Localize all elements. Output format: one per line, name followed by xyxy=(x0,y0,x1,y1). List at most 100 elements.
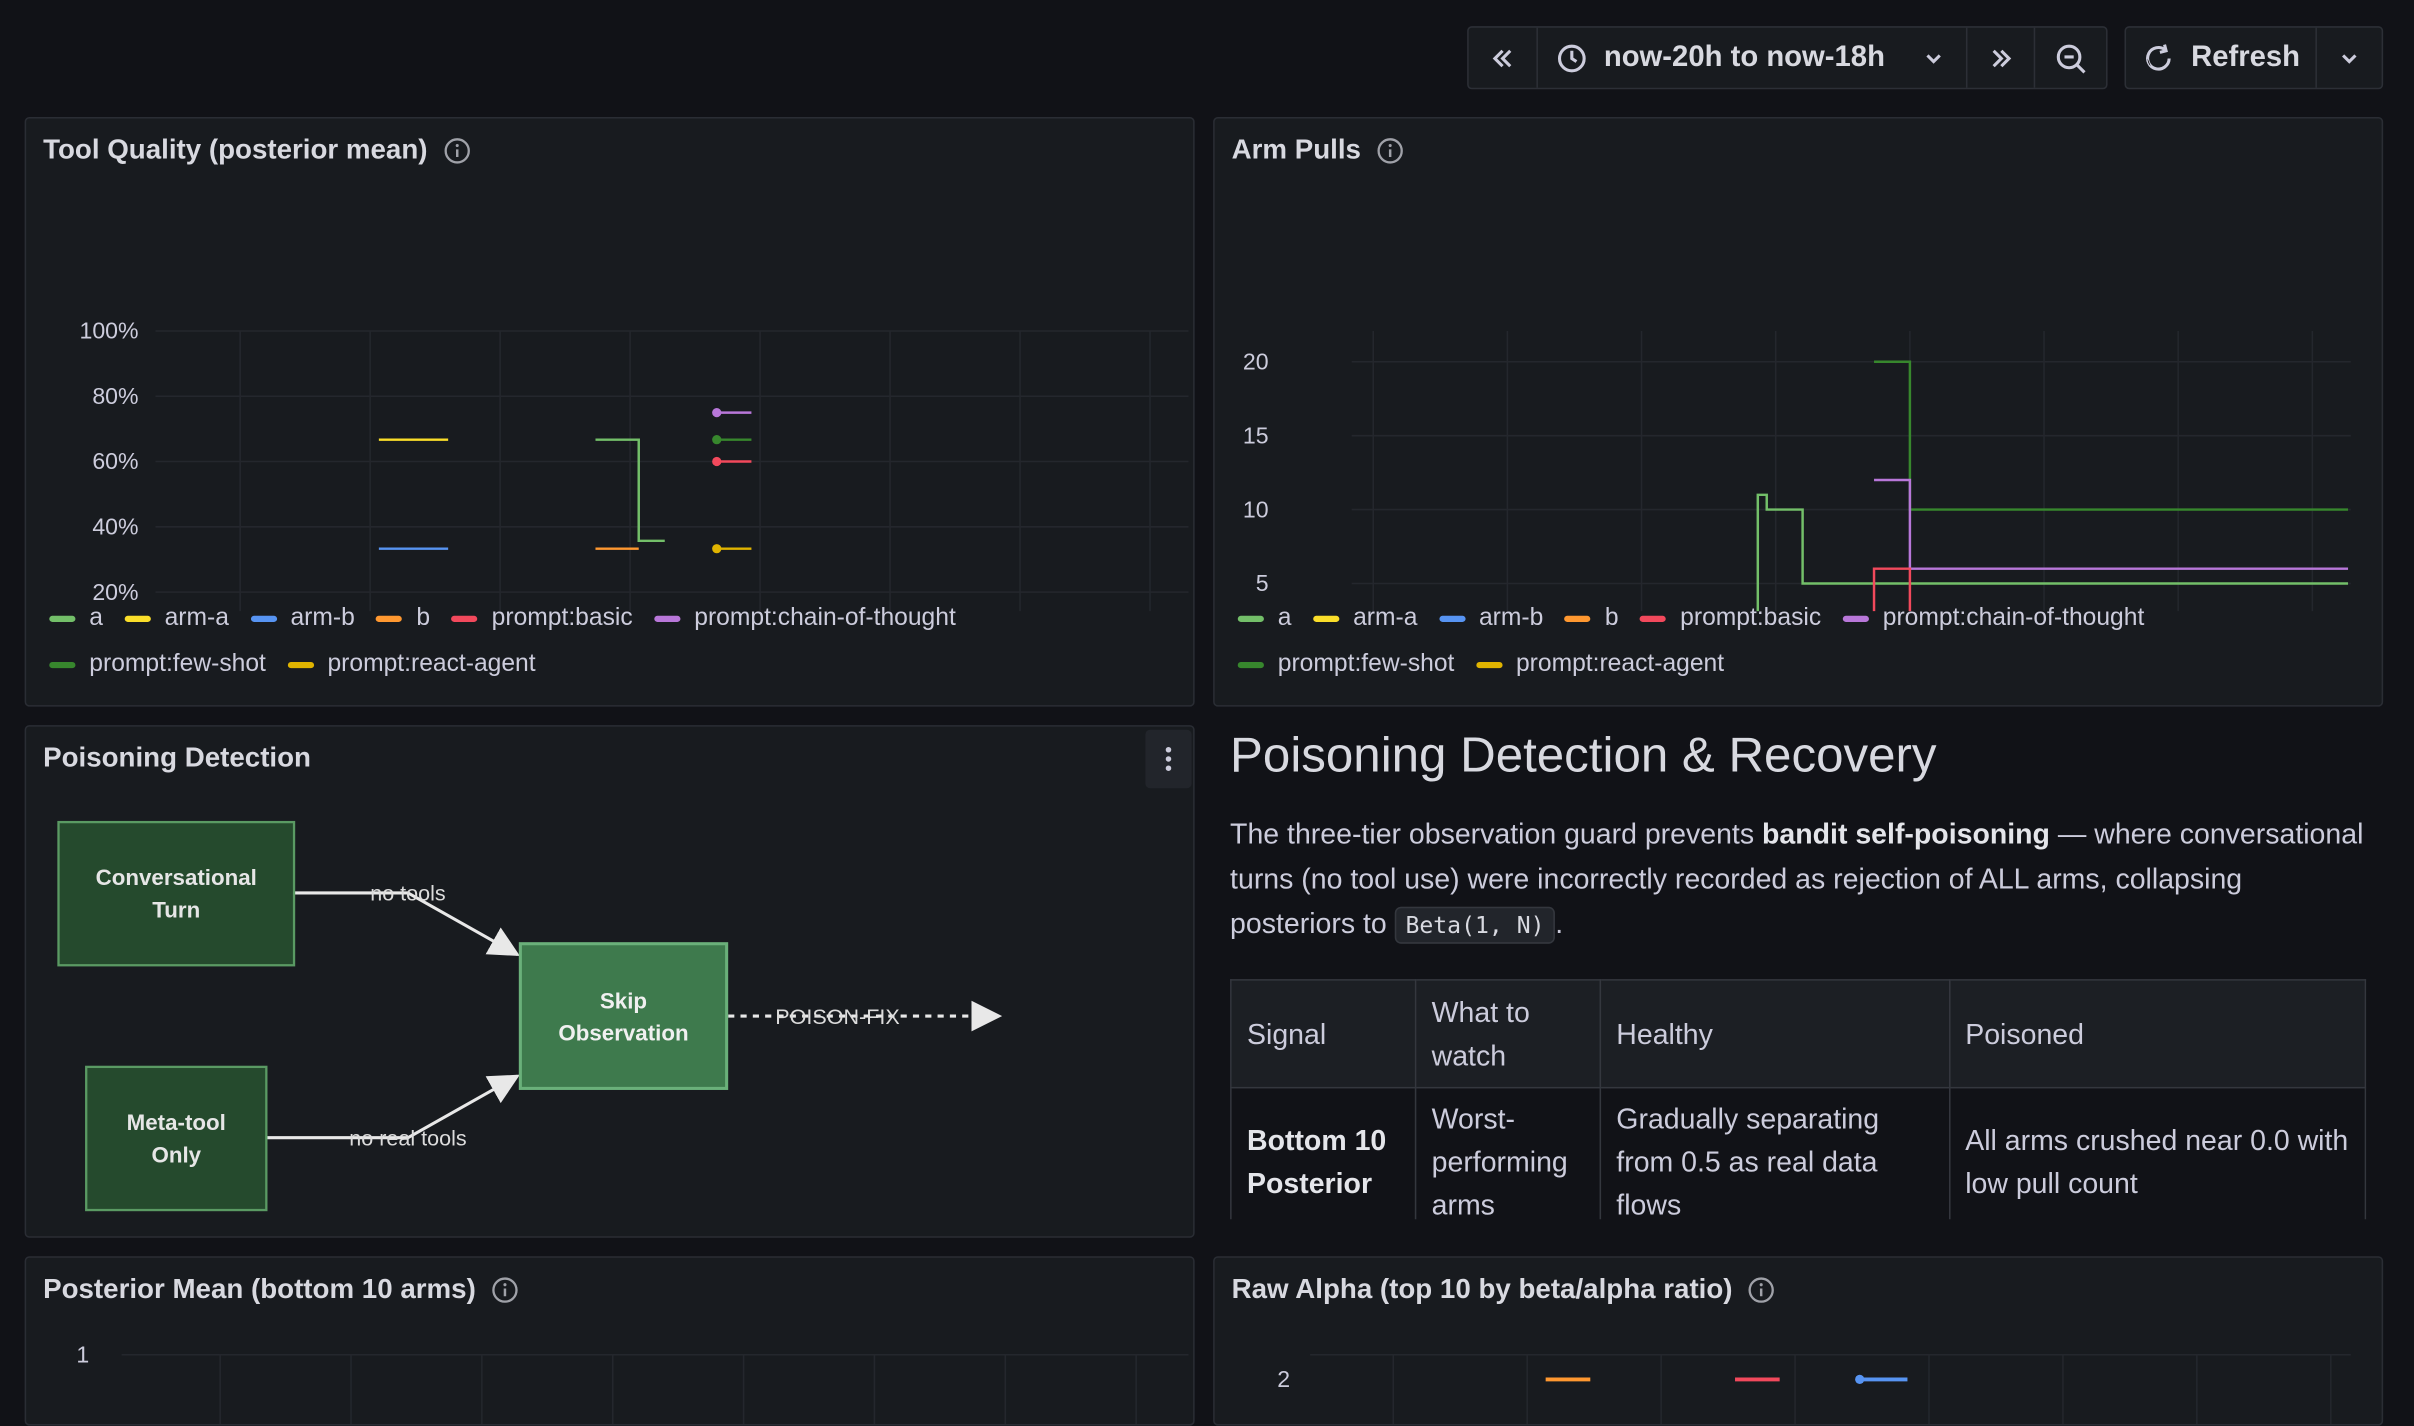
clock-icon xyxy=(1557,43,1586,72)
legend-swatch xyxy=(654,615,681,622)
series-point-arm-b xyxy=(1855,1374,1865,1385)
zoom-out-button[interactable] xyxy=(2036,28,2106,88)
legend-label: b xyxy=(1604,605,1619,632)
legend-swatch xyxy=(287,661,314,669)
inline-code: Beta(1, N) xyxy=(1394,906,1556,944)
paragraph-bold: bandit self-poisoning xyxy=(1762,817,2050,850)
separator xyxy=(2315,27,2318,88)
info-icon[interactable] xyxy=(1748,1275,1776,1303)
refresh-button[interactable]: Refresh xyxy=(2126,28,2316,88)
legend-item-prompt-few-shot[interactable]: prompt:few-shot xyxy=(49,642,266,688)
posterior-mean-panel: Posterior Mean (bottom 10 arms) 1 xyxy=(24,1256,1195,1426)
shift-forward-button[interactable] xyxy=(1968,28,2034,88)
series-line-prompt-chain-of-thought xyxy=(1874,478,2349,570)
refresh-group: Refresh xyxy=(2124,26,2384,90)
refresh-label: Refresh xyxy=(2191,40,2301,74)
chevrons-right-icon xyxy=(1992,48,2011,67)
panel-title[interactable]: Arm Pulls xyxy=(1232,134,1404,166)
separator xyxy=(1536,27,1538,88)
info-icon[interactable] xyxy=(1376,136,1404,164)
node-skip-observation[interactable] xyxy=(518,942,729,1090)
legend-item-prompt-basic[interactable]: prompt:basic xyxy=(1640,596,1821,642)
legend-item-b[interactable]: b xyxy=(1564,596,1619,642)
series-line-a xyxy=(1756,493,2349,612)
panel-title[interactable]: Raw Alpha (top 10 by beta/alpha ratio) xyxy=(1232,1273,1776,1305)
legend-swatch xyxy=(451,615,478,622)
legend-item-a[interactable]: a xyxy=(49,596,103,642)
legend-item-arm-b[interactable]: arm-b xyxy=(1438,596,1543,642)
edge-label-poison-fix: POISON-FIX xyxy=(775,1004,900,1029)
series-line-a xyxy=(595,438,665,543)
info-icon[interactable] xyxy=(491,1275,519,1303)
chart-legend: a arm-a arm-b b prompt:basic prompt:chain-of-… xyxy=(49,596,1188,688)
y-tick-label: 15 xyxy=(1243,422,1269,448)
table-cell: Gradually separating from 0.5 as real da… xyxy=(1599,1086,1950,1220)
legend-item-prompt-few-shot[interactable]: prompt:few-shot xyxy=(1237,642,1454,688)
legend-swatch xyxy=(250,615,277,622)
panel-menu-button[interactable] xyxy=(1145,729,1192,789)
table-header: What to watch xyxy=(1414,979,1601,1089)
node-conversational-line1: Conversational xyxy=(96,865,257,890)
recovery-heading: Poisoning Detection & Recovery xyxy=(1230,726,1937,783)
legend-label: a xyxy=(1277,605,1292,632)
time-range-picker[interactable]: now-20h to now-18h xyxy=(1538,28,1967,88)
legend-swatch xyxy=(1564,615,1592,622)
flow-diagram: Conversational Turn Meta-tool Only Skip … xyxy=(57,820,1003,1212)
legend-label: prompt:few-shot xyxy=(89,651,266,678)
y-tick-label: 40% xyxy=(92,514,138,540)
legend-swatch xyxy=(1475,661,1503,669)
node-skip-line1: Skip xyxy=(600,988,647,1013)
panel-title[interactable]: Posterior Mean (bottom 10 arms) xyxy=(43,1273,519,1305)
y-tick-label: 20% xyxy=(92,579,138,605)
chevron-down-icon xyxy=(2342,53,2357,63)
legend-label: prompt:basic xyxy=(1680,605,1822,632)
legend-swatch xyxy=(1313,615,1340,622)
legend-label: a xyxy=(89,605,104,632)
legend-swatch xyxy=(1438,615,1466,622)
y-tick-label: 1 xyxy=(76,1341,89,1367)
node-meta-line2: Only xyxy=(151,1142,201,1167)
info-icon[interactable] xyxy=(443,136,471,164)
legend-item-prompt-react-agent[interactable]: prompt:react-agent xyxy=(287,642,536,688)
legend-item-b[interactable]: b xyxy=(376,596,430,642)
table-header: Poisoned xyxy=(1948,979,2367,1089)
chart-legend: a arm-a arm-b b prompt:basic prompt:chain-of-… xyxy=(1237,596,2377,688)
edge-label-no-real-tools: no real tools xyxy=(349,1125,466,1150)
legend-item-prompt-basic[interactable]: prompt:basic xyxy=(451,596,633,642)
panel-title[interactable]: Poisoning Detection xyxy=(43,742,311,774)
legend-item-prompt-react-agent[interactable]: prompt:react-agent xyxy=(1475,642,1725,688)
zoom-out-icon xyxy=(2056,43,2086,73)
time-picker-group: now-20h to now-18h xyxy=(1467,26,2108,90)
y-tick-label: 5 xyxy=(1256,570,1269,596)
legend-item-arm-a[interactable]: arm-a xyxy=(1313,596,1417,642)
legend-label: prompt:chain-of-thought xyxy=(1882,605,2145,632)
table-cell: Worst-performing arms xyxy=(1414,1086,1601,1220)
panel-title-text: Tool Quality (posterior mean) xyxy=(43,133,428,165)
refresh-interval-dropdown[interactable] xyxy=(2317,28,2381,88)
legend-item-arm-b[interactable]: arm-b xyxy=(250,596,355,642)
legend-item-arm-a[interactable]: arm-a xyxy=(124,596,229,642)
legend-label: prompt:basic xyxy=(491,605,633,632)
series-point-prompt-chain-of-thought xyxy=(712,407,722,418)
recovery-text-panel: Poisoning Detection & Recovery The three… xyxy=(1230,726,2367,1220)
legend-item-a[interactable]: a xyxy=(1237,596,1292,642)
legend-item-prompt-chain-of-thought[interactable]: prompt:chain-of-thought xyxy=(1842,596,2145,642)
node-conversational-turn[interactable] xyxy=(57,820,296,967)
legend-label: prompt:react-agent xyxy=(1515,651,1725,678)
legend-label: arm-a xyxy=(1353,605,1418,632)
y-tick-label: 100% xyxy=(80,318,139,344)
series-point-prompt-few-shot xyxy=(712,435,722,445)
legend-swatch xyxy=(1640,615,1667,622)
legend-label: prompt:react-agent xyxy=(327,651,536,678)
shift-back-button[interactable] xyxy=(1469,28,1536,88)
legend-label: b xyxy=(416,605,431,632)
y-tick-label: 20 xyxy=(1243,348,1269,374)
panel-title[interactable]: Tool Quality (posterior mean) xyxy=(43,134,471,166)
series-line-prompt-few-shot xyxy=(1874,360,2349,511)
legend-swatch xyxy=(49,661,76,669)
legend-item-prompt-chain-of-thought[interactable]: prompt:chain-of-thought xyxy=(654,596,956,642)
node-meta-tool-only[interactable] xyxy=(85,1065,268,1212)
time-range-label: now-20h to now-18h xyxy=(1603,40,1885,74)
chevron-down-icon xyxy=(1927,53,1942,63)
y-tick-label: 10 xyxy=(1243,496,1269,522)
